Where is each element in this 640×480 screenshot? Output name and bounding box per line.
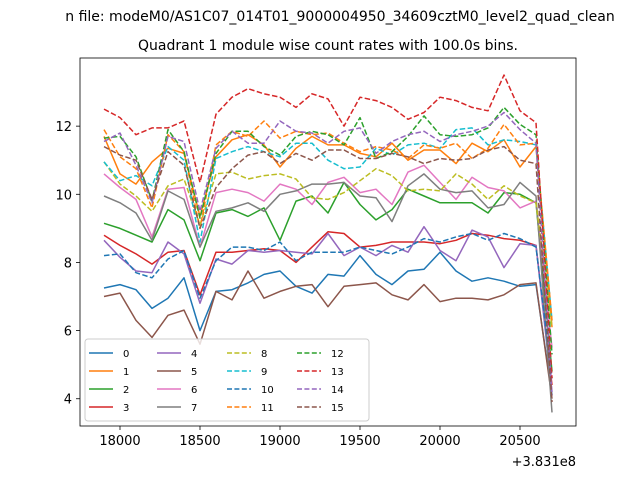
y-axis: 4 6 8 10 12	[55, 120, 80, 408]
series-line-2	[103, 181, 553, 372]
legend-label-1: 1	[123, 367, 129, 378]
series-line-13	[103, 74, 553, 379]
y-tick-label: 4	[64, 393, 72, 408]
series-line-12	[103, 106, 553, 355]
figure-suptitle: n file: modeM0/AS1C07_014T01_9000004950_…	[65, 9, 614, 25]
plot-lines	[103, 74, 553, 413]
legend-label-9: 9	[261, 367, 267, 378]
series-line-10	[103, 232, 553, 379]
legend-label-13: 13	[331, 367, 344, 378]
legend-label-14: 14	[331, 385, 344, 396]
x-tick-label: 18500	[179, 434, 220, 449]
x-tick-label: 20000	[419, 434, 460, 449]
x-axis: 18000 18500 19000 19500 20000 20500	[99, 426, 541, 449]
series-line-3	[103, 231, 553, 386]
series-line-5	[103, 270, 553, 399]
legend-label-8: 8	[261, 349, 267, 360]
series-line-0	[103, 251, 553, 396]
legend-label-0: 0	[123, 349, 129, 360]
legend-frame	[84, 338, 370, 422]
series-line-14	[103, 111, 553, 396]
series-line-4	[103, 225, 553, 392]
legend-label-15: 15	[331, 403, 344, 414]
legend-label-12: 12	[331, 349, 344, 360]
y-tick-label: 12	[55, 120, 72, 135]
y-tick-label: 8	[64, 256, 72, 271]
legend-label-11: 11	[261, 403, 274, 414]
series-line-11	[103, 120, 553, 321]
chart-title: Quadrant 1 module wise count rates with …	[138, 38, 518, 54]
x-axis-offset-label: +3.831e8	[512, 455, 576, 470]
series-line-8	[103, 161, 553, 328]
series-line-7	[103, 173, 553, 413]
series-line-15	[103, 145, 553, 403]
x-tick-label: 19000	[259, 434, 300, 449]
series-line-9	[103, 127, 553, 321]
plot-frame	[79, 57, 577, 427]
legend-label-10: 10	[261, 385, 274, 396]
series-line-1	[103, 133, 553, 328]
legend-label-7: 7	[191, 403, 197, 414]
legend-label-5: 5	[191, 367, 197, 378]
x-tick-label: 20500	[499, 434, 540, 449]
y-tick-label: 10	[55, 188, 72, 203]
x-tick-label: 19500	[339, 434, 380, 449]
legend-label-6: 6	[191, 385, 197, 396]
series-line-6	[103, 164, 553, 348]
legend-label-4: 4	[191, 349, 197, 360]
y-tick-label: 6	[64, 325, 72, 340]
legend-label-2: 2	[123, 385, 129, 396]
legend-label-3: 3	[123, 403, 129, 414]
x-tick-label: 18000	[99, 434, 140, 449]
